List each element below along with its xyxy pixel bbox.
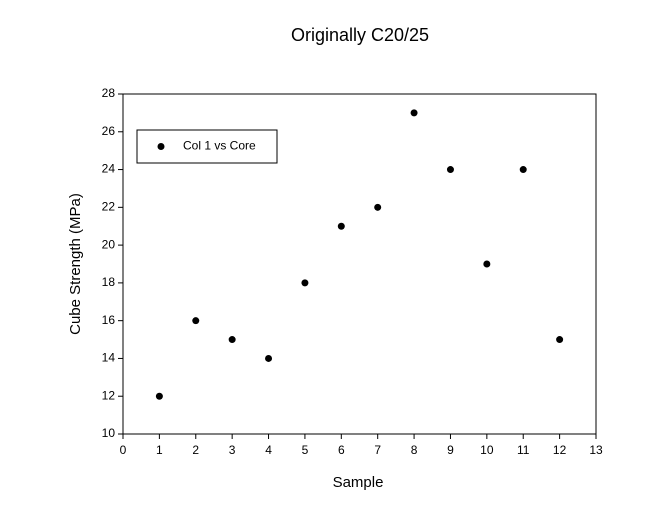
y-tick-label: 22: [102, 200, 116, 214]
point: [337, 222, 345, 230]
point: [155, 392, 163, 400]
legend-label: Col 1 vs Core: [183, 139, 256, 153]
x-tick-label: 1: [156, 443, 163, 457]
point: [228, 336, 236, 344]
x-axis-label: Sample: [333, 474, 384, 491]
x-tick-label: 0: [120, 443, 127, 457]
point: [301, 279, 309, 287]
x-tick-label: 2: [192, 443, 199, 457]
y-tick-label: 12: [102, 388, 116, 402]
x-tick-label: 7: [374, 443, 381, 457]
y-tick-label: 20: [102, 237, 116, 251]
point: [265, 354, 273, 362]
plot-frame: [122, 93, 597, 435]
point: [410, 109, 418, 117]
y-tick-label: 28: [102, 86, 116, 100]
y-tick-label: 10: [102, 426, 116, 440]
x-tick-label: 5: [302, 443, 309, 457]
point: [519, 166, 527, 174]
point: [374, 203, 382, 211]
chart-title: Originally C20/25: [291, 25, 429, 45]
x-tick-label: 8: [411, 443, 418, 457]
x-tick-label: 12: [553, 443, 567, 457]
x-tick-label: 13: [589, 443, 603, 457]
x-tick-label: 11: [517, 443, 530, 457]
point: [192, 317, 200, 325]
x-tick-label: 10: [480, 443, 494, 457]
y-axis-label: Cube Strength (MPa): [67, 193, 84, 335]
x-tick-label: 4: [265, 443, 272, 457]
y-tick-label: 26: [102, 124, 116, 138]
y-tick-label: 14: [102, 351, 116, 365]
legend-marker: [157, 143, 165, 150]
x-tick-label: 6: [338, 443, 345, 457]
point: [483, 260, 491, 268]
point: [556, 336, 564, 344]
y-tick-label: 16: [102, 313, 116, 327]
point: [446, 166, 454, 174]
x-tick-label: 3: [229, 443, 236, 457]
x-tick-label: 9: [447, 443, 454, 457]
y-tick-label: 24: [102, 162, 116, 176]
y-tick-label: 18: [102, 275, 116, 289]
